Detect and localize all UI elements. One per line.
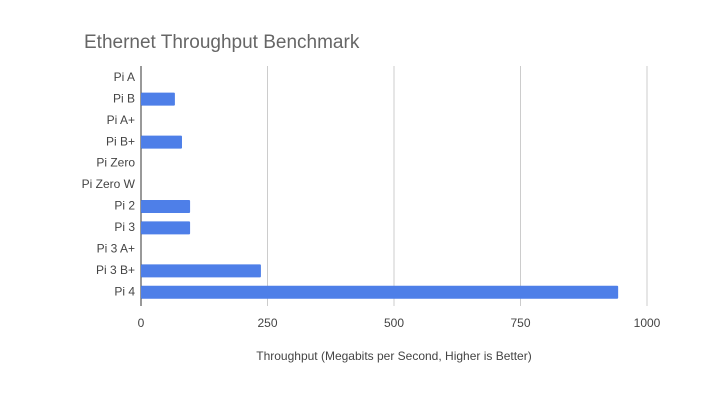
x-tick-label: 750 (510, 316, 530, 330)
bar (141, 135, 182, 149)
y-tick-label: Pi B+ (106, 134, 135, 148)
y-tick-label: Pi 3 (114, 220, 135, 234)
y-tick-label: Pi Zero (96, 156, 135, 170)
x-tick-label: 0 (138, 316, 145, 330)
bar (141, 264, 261, 278)
y-tick-label: Pi A+ (107, 113, 135, 127)
bar (141, 221, 191, 235)
x-tick-label: 1000 (634, 316, 661, 330)
bar (141, 199, 191, 213)
y-tick-label: Pi A (114, 70, 135, 84)
bar (141, 285, 619, 299)
y-tick-label: Pi Zero W (82, 177, 136, 191)
y-tick-label: Pi 3 A+ (97, 242, 135, 256)
y-tick-label: Pi 3 B+ (96, 263, 135, 277)
y-tick-label: Pi 4 (114, 284, 135, 298)
y-tick-label: Pi B (113, 91, 135, 105)
y-tick-label: Pi 2 (114, 199, 135, 213)
chart-title: Ethernet Throughput Benchmark (84, 32, 360, 53)
x-tick-label: 500 (384, 316, 404, 330)
x-axis-label: Throughput (Megabits per Second, Higher … (256, 349, 531, 363)
x-tick-label: 250 (257, 316, 277, 330)
bar (141, 92, 175, 106)
